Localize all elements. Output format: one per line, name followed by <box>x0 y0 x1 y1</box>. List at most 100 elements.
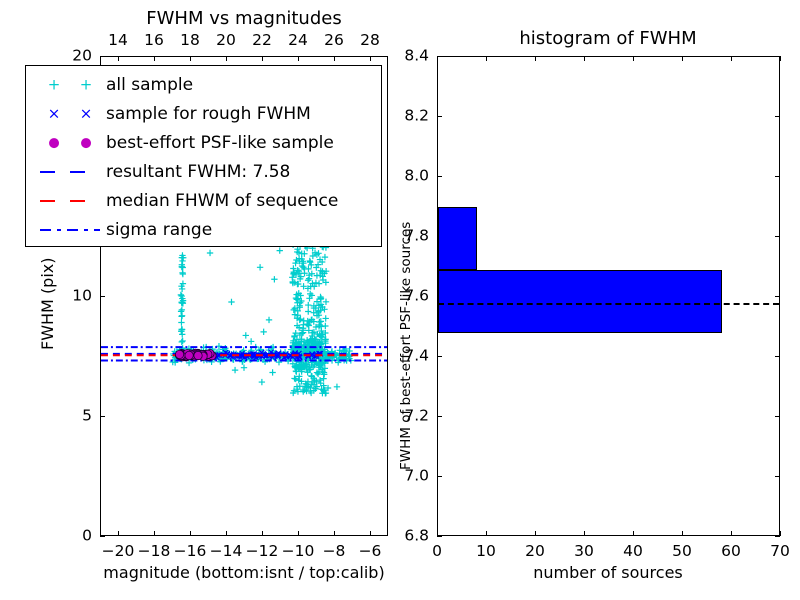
left-top-tick <box>190 56 192 61</box>
left-y-ticklabel: 5 <box>82 406 92 425</box>
left-top-tick <box>226 56 228 61</box>
series-best-effort-psf-like-sample <box>174 348 217 362</box>
left-bottom-ticklabel: −12 <box>245 542 279 560</box>
left-y-tick <box>100 416 105 418</box>
right-y-tick-right <box>775 176 780 178</box>
right-y-tick-right <box>775 296 780 298</box>
right-y-tick-right <box>775 536 780 538</box>
right-bottom-tick <box>437 531 439 536</box>
legend-item[interactable]: median FHWM of sequence <box>26 186 381 216</box>
left-y-ticklabel: 20 <box>72 46 92 65</box>
plus-icon: + <box>79 75 93 94</box>
left-bottom-tick <box>298 531 300 536</box>
right-x-ticklabel: 40 <box>623 542 643 560</box>
left-top-tick <box>334 56 336 61</box>
left-top-tick <box>154 56 156 61</box>
left-top-ticklabel: 22 <box>252 31 272 49</box>
right-top-tick <box>584 56 586 61</box>
left-xaxis-label: magnitude (bottom:isnt / top:calib) <box>103 563 385 582</box>
right-y-ticklabel: 7.8 <box>404 226 429 245</box>
right-x-ticklabel: 10 <box>476 542 496 560</box>
right-y-ticklabel: 7.0 <box>404 466 429 485</box>
left-bottom-tick <box>154 531 156 536</box>
legend-label: median FHWM of sequence <box>106 190 339 211</box>
left-y-tick <box>100 56 105 58</box>
left-bottom-ticklabel: −18 <box>137 542 171 560</box>
right-bottom-tick <box>535 531 537 536</box>
right-y-tick <box>437 416 442 418</box>
right-bottom-tick <box>731 531 733 536</box>
left-y-tick <box>100 536 105 538</box>
reference-hlines <box>101 346 387 362</box>
left-bottom-ticklabel: −16 <box>173 542 207 560</box>
right-top-tick <box>486 56 488 61</box>
right-y-ticklabel: 7.6 <box>404 286 429 305</box>
right-y-tick <box>437 116 442 118</box>
dashdot-line <box>40 229 100 231</box>
histogram-bar <box>438 207 478 270</box>
right-y-tick-right <box>775 356 780 358</box>
histogram-of-fwhm-axes <box>437 56 780 536</box>
right-y-ticklabel: 8.0 <box>404 166 429 185</box>
histogram-bar <box>438 270 723 333</box>
right-x-ticklabel: 70 <box>770 542 790 560</box>
left-bottom-tick <box>334 531 336 536</box>
left-top-tick <box>370 56 372 61</box>
right-top-tick <box>437 56 439 61</box>
series-sample-for-rough-fwhm <box>178 349 324 361</box>
right-y-ticklabel: 7.2 <box>404 406 429 425</box>
circle-icon: ● <box>48 135 60 151</box>
right-top-tick <box>682 56 684 61</box>
legend-item[interactable]: × × sample for rough FWHM <box>26 99 381 129</box>
right-y-tick <box>437 236 442 238</box>
right-y-tick <box>437 176 442 178</box>
right-bottom-tick <box>584 531 586 536</box>
histogram-resultant-fwhm-line <box>438 303 779 305</box>
right-top-tick <box>633 56 635 61</box>
legend-item[interactable]: resultant FWHM: 7.58 <box>26 157 381 187</box>
left-top-ticklabel: 18 <box>180 31 200 49</box>
left-bottom-tick <box>190 531 192 536</box>
legend-box: + + all sample × × sample for rough FWHM ● ● bes… <box>25 65 382 247</box>
dashed-line <box>40 200 100 202</box>
right-bottom-tick <box>486 531 488 536</box>
left-y-ticklabel: 0 <box>82 526 92 545</box>
right-xaxis-label: number of sources <box>533 563 683 582</box>
right-y-tick <box>437 476 442 478</box>
left-y-ticklabel: 10 <box>72 286 92 305</box>
right-y-tick <box>437 356 442 358</box>
right-bottom-tick <box>682 531 684 536</box>
left-bottom-ticklabel: −20 <box>101 542 135 560</box>
legend-label: best-effort PSF-like sample <box>106 132 334 153</box>
right-x-ticklabel: 0 <box>432 542 442 560</box>
left-bottom-tick <box>262 531 264 536</box>
right-y-tick-right <box>775 56 780 58</box>
legend-label: sigma range <box>106 219 213 240</box>
right-top-tick <box>731 56 733 61</box>
right-bottom-tick <box>633 531 635 536</box>
dashed-line <box>40 171 100 173</box>
right-x-ticklabel: 60 <box>721 542 741 560</box>
histogram-data-layer <box>438 57 779 535</box>
right-x-ticklabel: 50 <box>672 542 692 560</box>
plus-icon: + <box>47 75 61 94</box>
right-y-ticklabel: 8.2 <box>404 106 429 125</box>
legend-item[interactable]: sigma range <box>26 215 381 245</box>
right-y-tick-right <box>775 116 780 118</box>
cross-icon: × <box>79 104 93 123</box>
right-y-ticklabel: 6.8 <box>404 526 429 545</box>
right-x-ticklabel: 30 <box>574 542 594 560</box>
left-top-tick <box>118 56 120 61</box>
left-bottom-ticklabel: −6 <box>358 542 382 560</box>
left-bottom-ticklabel: −10 <box>281 542 315 560</box>
legend-handle <box>34 188 106 214</box>
legend-item[interactable]: ● ● best-effort PSF-like sample <box>26 128 381 158</box>
right-plot-title: histogram of FWHM <box>519 28 697 49</box>
right-y-ticklabel: 8.4 <box>404 46 429 65</box>
right-y-tick <box>437 56 442 58</box>
right-bottom-tick <box>780 531 782 536</box>
legend-item[interactable]: + + all sample <box>26 70 381 100</box>
right-top-tick <box>780 56 782 61</box>
left-top-ticklabel: 20 <box>216 31 236 49</box>
